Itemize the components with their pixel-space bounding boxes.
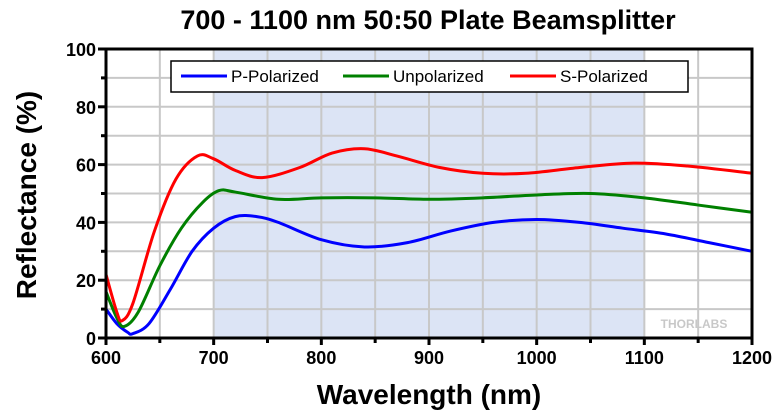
legend: P-Polarized Unpolarized S-Polarized <box>170 60 689 93</box>
series-line-s-polarized <box>104 147 753 323</box>
x-axis-label: Wavelength (nm) <box>317 379 542 410</box>
series-line-unpolarized <box>104 188 753 329</box>
y-tick-label: 100 <box>66 40 96 60</box>
y-tick-label: 40 <box>76 213 96 233</box>
x-tick-labels: 600 700 800 900 1000 1100 1200 <box>91 348 772 368</box>
y-axis-label: Reflectance (%) <box>11 91 42 300</box>
ticks <box>98 47 754 345</box>
x-tick-label: 700 <box>199 348 229 368</box>
x-tick-label: 600 <box>91 348 121 368</box>
series-line-p-polarized <box>104 214 753 336</box>
y-tick-label: 60 <box>76 156 96 176</box>
y-tick-labels: 0 20 40 60 80 100 <box>66 40 96 349</box>
legend-label: S-Polarized <box>560 67 648 86</box>
series-group <box>104 147 753 336</box>
chart-title: 700 - 1100 nm 50:50 Plate Beamsplitter <box>180 5 676 35</box>
x-tick-label: 1200 <box>732 348 772 368</box>
x-tick-label: 1100 <box>625 348 664 368</box>
y-tick-label: 80 <box>76 98 96 118</box>
x-tick-label: 1000 <box>517 348 557 368</box>
legend-label: P-Polarized <box>231 67 319 86</box>
legend-box <box>170 60 689 93</box>
x-tick-label: 800 <box>306 348 336 368</box>
y-tick-label: 0 <box>86 329 96 349</box>
legend-label: Unpolarized <box>393 67 484 86</box>
y-tick-label: 20 <box>76 271 96 291</box>
thorlabs-logo: THORLABS <box>661 317 728 331</box>
x-tick-label: 900 <box>414 348 444 368</box>
